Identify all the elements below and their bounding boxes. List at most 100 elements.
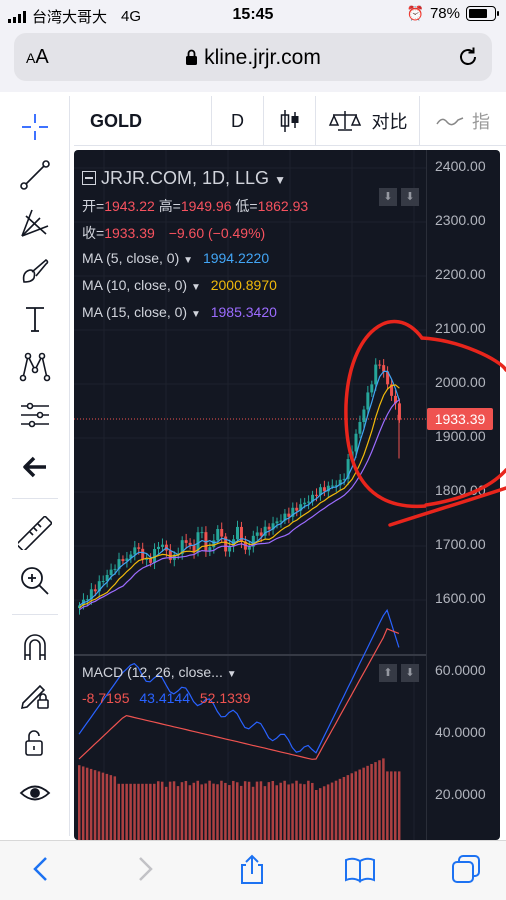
macd-histogram-bar — [318, 788, 322, 840]
price-tick-label: 1800.00 — [435, 482, 486, 498]
ma5-label: MA (5, close, 0) — [82, 250, 180, 266]
ruler-icon[interactable] — [18, 516, 52, 550]
unlock-icon[interactable] — [18, 726, 52, 760]
brush-icon[interactable] — [18, 254, 52, 288]
candle-body — [137, 547, 141, 549]
chart-type-button[interactable] — [264, 96, 316, 146]
pitchfork-icon[interactable] — [18, 206, 52, 240]
macd-histogram-bar — [89, 768, 93, 840]
reload-icon[interactable] — [456, 45, 480, 69]
back-icon[interactable] — [26, 853, 58, 885]
compare-label: 对比 — [371, 112, 408, 132]
move-down-icon[interactable]: ⬇ — [401, 664, 419, 682]
candle-body — [236, 526, 239, 540]
price-axis[interactable]: 2400.00 2300.00 2200.00 2100.00 2000.00 1900.… — [426, 150, 500, 840]
trend-line-icon[interactable] — [18, 158, 52, 192]
candle-body — [334, 485, 338, 487]
measure-icon[interactable] — [18, 398, 52, 432]
ma5-legend[interactable]: MA (5, close, 0) ▼ 1994.2220 — [82, 250, 269, 266]
chevron-down-icon[interactable]: ▼ — [190, 282, 201, 293]
candle-body — [105, 574, 109, 582]
text-size-button[interactable]: AA — [26, 46, 49, 68]
interval-label: D — [231, 110, 244, 131]
macd-histogram-bar — [153, 783, 156, 840]
indicators-button[interactable]: 指 — [420, 96, 506, 146]
candle-body — [267, 526, 271, 530]
pattern-icon[interactable] — [18, 350, 52, 384]
drawing-toolbar — [0, 96, 70, 836]
candle-body — [97, 581, 101, 592]
eye-icon[interactable] — [18, 776, 52, 810]
macd-histogram-bar — [283, 780, 286, 840]
network-type: 4G — [121, 8, 142, 25]
macd-legend[interactable]: MACD (12, 26, close... ▼ — [82, 664, 237, 680]
candle-body — [133, 547, 137, 555]
candle-body — [311, 494, 315, 502]
candle-body — [125, 558, 129, 562]
low-value: 1862.93 — [257, 198, 309, 214]
candle-body — [338, 479, 342, 486]
chevron-down-icon[interactable]: ▼ — [183, 255, 194, 266]
chevron-down-icon[interactable]: ▼ — [274, 173, 286, 187]
price-chart[interactable] — [74, 150, 426, 840]
macd-histogram-bar — [259, 781, 263, 840]
move-down-icon[interactable]: ⬇ — [379, 188, 397, 206]
macd-label: MACD (12, 26, close... — [82, 664, 223, 680]
interval-selector[interactable]: D — [212, 96, 264, 146]
candle-body — [89, 589, 93, 600]
close-legend: 收=1933.39 −9.60 (−0.49%) — [82, 223, 265, 243]
chevron-down-icon[interactable]: ▼ — [226, 669, 237, 680]
url-text: kline.jrjr.com — [204, 46, 321, 69]
macd-histogram-bar — [346, 775, 350, 840]
ma15-legend[interactable]: MA (15, close, 0) ▼ 1985.3420 — [82, 304, 277, 320]
macd-histogram-bar — [350, 773, 354, 840]
moving-average-line — [79, 399, 400, 611]
annotation-circle — [344, 319, 426, 509]
macd-histogram-bar — [157, 781, 160, 840]
zoom-in-icon[interactable] — [18, 564, 52, 598]
move-up-icon[interactable]: ⬆ — [379, 664, 397, 682]
collapse-icon[interactable] — [82, 171, 96, 185]
candle-body — [188, 542, 192, 546]
forward-icon[interactable] — [128, 853, 160, 885]
chart-title-row[interactable]: JRJR.COM, 1D, LLG ▼ — [82, 168, 286, 189]
tabs-icon[interactable] — [450, 853, 482, 885]
macd-histogram-bar — [180, 782, 184, 840]
price-tick-label: 2100.00 — [435, 320, 486, 336]
crosshair-icon[interactable] — [18, 110, 52, 144]
magnet-icon[interactable] — [18, 630, 52, 664]
candle-body — [342, 478, 346, 480]
candle-body — [358, 422, 362, 434]
address-bar[interactable]: AA kline.jrjr.com — [14, 33, 492, 81]
toolbar-divider — [12, 498, 58, 499]
ohlc-legend: 开=1943.22 高=1949.96 低=1862.93 — [82, 196, 308, 216]
candle-body — [129, 554, 133, 559]
compare-button[interactable]: 对比 — [316, 96, 420, 146]
price-tick-label: 1700.00 — [435, 536, 486, 552]
candle-body — [271, 523, 275, 530]
macd-histogram-bar — [251, 786, 255, 840]
chart-panel[interactable]: JRJR.COM, 1D, LLG ▼ ⬇ ⬇ 开=1943.22 高=1949… — [74, 150, 500, 840]
carrier-name: 台湾大哥大 — [32, 9, 108, 26]
text-icon[interactable] — [18, 302, 52, 336]
high-label: 高= — [158, 198, 181, 214]
macd-histogram-bar — [216, 784, 219, 840]
macd-histogram-bar — [287, 784, 290, 840]
move-up-icon[interactable]: ⬇ — [401, 188, 419, 206]
candle-body — [382, 365, 386, 372]
candle-body — [121, 559, 125, 562]
share-icon[interactable] — [236, 853, 268, 885]
chevron-down-icon[interactable]: ▼ — [190, 309, 201, 320]
bookmarks-icon[interactable] — [344, 853, 376, 885]
candle-body — [247, 546, 251, 550]
macd-histogram-bar — [85, 767, 89, 840]
price-tick-label: 2300.00 — [435, 212, 486, 228]
symbol-selector[interactable]: GOLD — [74, 96, 212, 146]
candle-body — [85, 599, 89, 601]
macd-histogram-bar — [247, 781, 251, 840]
back-arrow-icon[interactable] — [18, 450, 52, 484]
macd-tick-label: 60.0000 — [435, 662, 486, 678]
ma10-legend[interactable]: MA (10, close, 0) ▼ 2000.8970 — [82, 277, 277, 293]
macd-histogram-bar — [342, 776, 346, 840]
lock-draw-icon[interactable] — [18, 678, 52, 712]
